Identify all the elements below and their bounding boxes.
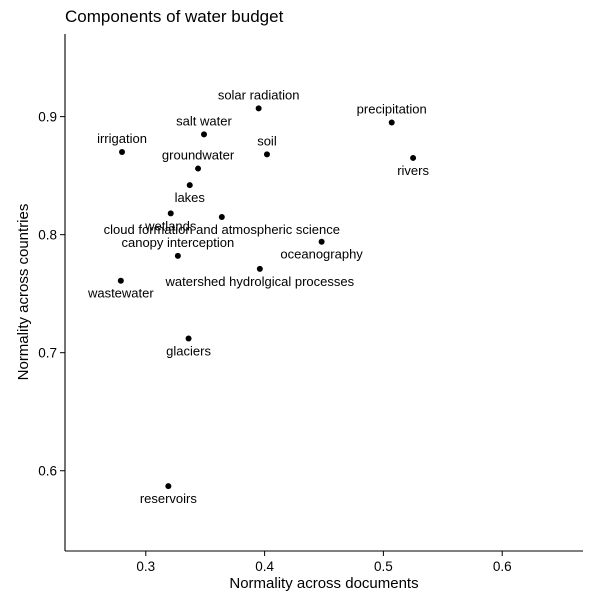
- point-label: cloud formation and atmospheric science: [104, 222, 340, 237]
- data-point: [195, 165, 202, 172]
- point-label: oceanography: [280, 247, 363, 262]
- data-point: [256, 265, 263, 272]
- data-point: [174, 252, 181, 259]
- data-point: [167, 210, 174, 217]
- plot-area: solar radiation precipitation salt water ir…: [87, 87, 430, 506]
- y-axis-title: Normality across countries: [15, 204, 32, 381]
- point-label: rivers: [397, 163, 429, 178]
- x-axis-title: Normality across documents: [229, 575, 418, 592]
- y-axis-ticks: 0.6 0.7 0.8 0.9: [38, 110, 65, 479]
- chart-title: Components of water budget: [65, 7, 284, 26]
- y-tick-label: 0.7: [38, 346, 57, 361]
- x-axis-ticks: 0.3 0.4 0.5 0.6: [136, 551, 512, 574]
- data-point: [318, 238, 325, 245]
- point-label: glaciers: [166, 344, 211, 359]
- point-label: groundwater: [162, 148, 235, 163]
- x-tick-label: 0.6: [493, 559, 512, 574]
- point-label: soil: [257, 133, 277, 148]
- data-point: [186, 182, 193, 189]
- point-label: solar radiation: [218, 87, 300, 102]
- point-label: lakes: [175, 190, 206, 205]
- x-tick-label: 0.5: [374, 559, 393, 574]
- x-tick-label: 0.3: [136, 559, 155, 574]
- data-point: [263, 151, 270, 158]
- data-point: [218, 213, 225, 220]
- data-point: [165, 483, 172, 490]
- data-point: [185, 335, 192, 342]
- data-point: [119, 149, 126, 156]
- y-tick-label: 0.8: [38, 228, 57, 243]
- point-label: irrigation: [97, 131, 147, 146]
- data-point: [201, 131, 208, 138]
- data-point: [255, 105, 262, 112]
- data-point: [410, 154, 417, 161]
- x-tick-label: 0.4: [255, 559, 274, 574]
- point-label: wastewater: [87, 286, 154, 301]
- point-label: precipitation: [357, 102, 427, 117]
- point-label: canopy interception: [121, 235, 234, 250]
- y-tick-label: 0.9: [38, 110, 57, 125]
- point-label: watershed hydrolgical processes: [165, 274, 355, 289]
- point-label: salt water: [176, 113, 232, 128]
- point-label: reservoirs: [140, 491, 198, 506]
- data-point: [117, 277, 124, 284]
- y-tick-label: 0.6: [38, 464, 57, 479]
- data-point: [388, 119, 395, 126]
- point-label: wetlands: [144, 218, 197, 233]
